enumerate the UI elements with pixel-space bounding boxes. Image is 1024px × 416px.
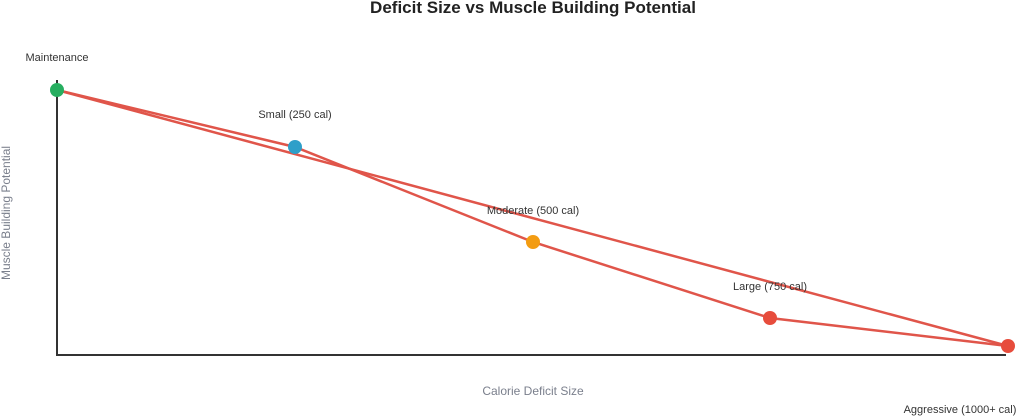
y-axis-label: Muscle Building Potential (0, 146, 13, 280)
point-large[interactable] (763, 311, 777, 325)
point-moderate[interactable] (526, 235, 540, 249)
label-maintenance: Maintenance (26, 52, 89, 64)
label-large: Large (750 cal) (733, 281, 807, 293)
point-aggressive[interactable] (1001, 339, 1015, 353)
label-moderate: Moderate (500 cal) (487, 205, 579, 217)
trend-line (56, 88, 1009, 348)
label-small: Small (250 cal) (258, 109, 331, 121)
label-aggressive: Aggressive (1000+ cal) (904, 404, 1017, 416)
point-maintenance[interactable] (50, 83, 64, 97)
x-axis-label: Calorie Deficit Size (482, 384, 584, 398)
point-small[interactable] (288, 140, 302, 154)
chart-title: Deficit Size vs Muscle Building Potentia… (370, 0, 696, 17)
